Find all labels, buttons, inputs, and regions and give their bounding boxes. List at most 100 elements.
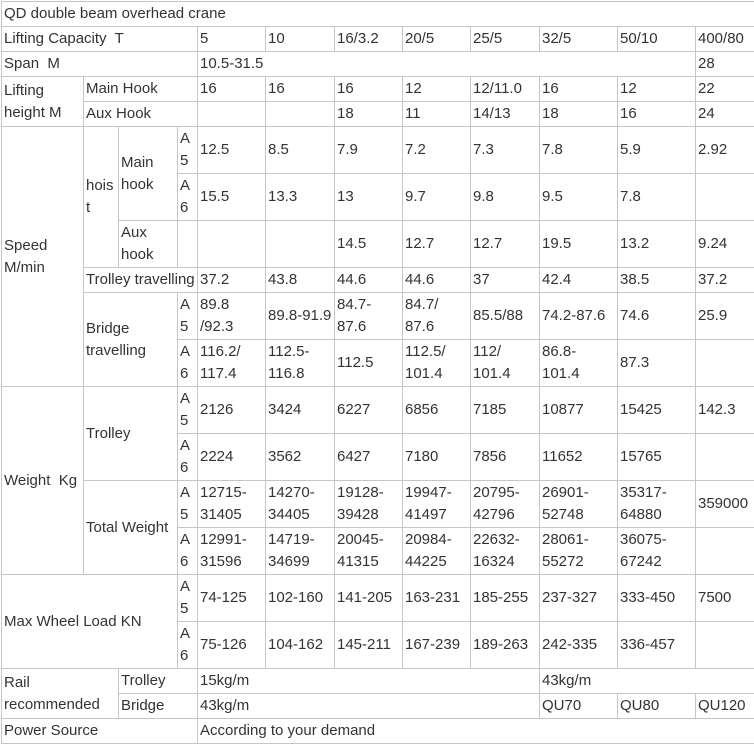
data-cell: 16 bbox=[266, 77, 335, 102]
data-cell: 10.5-31.5 bbox=[198, 52, 696, 77]
data-cell: 43kg/m bbox=[540, 669, 754, 694]
row-label-lifting-capacity: Lifting Capacity T bbox=[2, 27, 198, 52]
data-cell: 19947-41497 bbox=[403, 481, 471, 528]
data-cell: 74.2-87.6 bbox=[540, 293, 618, 340]
data-cell: 74-125 bbox=[198, 575, 266, 622]
grade-label-a5: A5 bbox=[178, 481, 198, 528]
data-cell: 15.5 bbox=[198, 174, 266, 221]
data-cell: 336-457 bbox=[618, 622, 696, 669]
row-label-total-weight: Total Weight bbox=[84, 481, 178, 575]
weight-total-a5-row: Total Weight A5 12715-31405 14270-34405 … bbox=[2, 481, 754, 528]
data-cell: 2.92 bbox=[696, 127, 754, 174]
data-cell: 141-205 bbox=[335, 575, 403, 622]
row-label-power-source: Power Source bbox=[2, 719, 198, 744]
data-cell: 7.9 bbox=[335, 127, 403, 174]
data-cell: 19128-39428 bbox=[335, 481, 403, 528]
data-cell: 8.5 bbox=[266, 127, 335, 174]
data-cell: 7.3 bbox=[471, 127, 540, 174]
data-cell: 104-162 bbox=[266, 622, 335, 669]
capacity-cell: 32/5 bbox=[540, 27, 618, 52]
data-cell: 22 bbox=[696, 77, 754, 102]
data-cell: QU120 bbox=[696, 694, 754, 719]
data-cell: 242-335 bbox=[540, 622, 618, 669]
data-cell: 7180 bbox=[403, 434, 471, 481]
data-cell: 18 bbox=[335, 102, 403, 127]
speed-bridge-a5-row: Bridge travelling A5 89.8 /92.3 89.8-91.… bbox=[2, 293, 754, 340]
max-wheel-a5-row: Max Wheel Load KN A5 74-125 102-160 141-… bbox=[2, 575, 754, 622]
data-cell: 189-263 bbox=[471, 622, 540, 669]
data-cell: 36075-67242 bbox=[618, 528, 696, 575]
row-label-max-wheel-load: Max Wheel Load KN bbox=[2, 575, 178, 669]
row-label-rail-bridge: Bridge bbox=[119, 694, 198, 719]
data-cell: 12.7 bbox=[471, 221, 540, 268]
data-cell: 35317-64880 bbox=[618, 481, 696, 528]
data-cell: 333-450 bbox=[618, 575, 696, 622]
data-cell: 75-126 bbox=[198, 622, 266, 669]
data-cell: 87.3 bbox=[618, 340, 696, 387]
data-cell: 6227 bbox=[335, 387, 403, 434]
capacity-cell: 25/5 bbox=[471, 27, 540, 52]
data-cell: 15425 bbox=[618, 387, 696, 434]
data-cell: 7.8 bbox=[540, 127, 618, 174]
data-cell: 44.6 bbox=[403, 268, 471, 293]
data-cell: 11652 bbox=[540, 434, 618, 481]
data-cell: 20795-42796 bbox=[471, 481, 540, 528]
row-label-trolley-travelling: Trolley travelling bbox=[84, 268, 198, 293]
data-cell: 16 bbox=[335, 77, 403, 102]
data-cell: 7500 bbox=[696, 575, 754, 622]
data-cell: 44.6 bbox=[335, 268, 403, 293]
data-cell: 12 bbox=[618, 77, 696, 102]
data-cell: 142.3 bbox=[696, 387, 754, 434]
grade-label-a5: A5 bbox=[178, 387, 198, 434]
data-cell: 112/ 101.4 bbox=[471, 340, 540, 387]
data-cell: 11 bbox=[403, 102, 471, 127]
row-label-main-hook: Main Hook bbox=[84, 77, 198, 102]
data-cell: 7185 bbox=[471, 387, 540, 434]
data-cell bbox=[198, 102, 266, 127]
capacity-cell: 10 bbox=[266, 27, 335, 52]
data-cell: 16 bbox=[618, 102, 696, 127]
data-cell: 2224 bbox=[198, 434, 266, 481]
data-cell: 3562 bbox=[266, 434, 335, 481]
data-cell: 9.24 bbox=[696, 221, 754, 268]
data-cell: 16 bbox=[198, 77, 266, 102]
speed-main-hook-a5-row: Speed M/min hoist Main hook A5 12.5 8.5 … bbox=[2, 127, 754, 174]
data-cell: 3424 bbox=[266, 387, 335, 434]
data-cell: 237-327 bbox=[540, 575, 618, 622]
data-cell: 116.2/ 117.4 bbox=[198, 340, 266, 387]
data-cell: 2126 bbox=[198, 387, 266, 434]
data-cell: 112.5/ 101.4 bbox=[403, 340, 471, 387]
data-cell: 112.5 bbox=[335, 340, 403, 387]
row-label-rail-trolley: Trolley bbox=[119, 669, 198, 694]
row-label-speed: Speed M/min bbox=[2, 127, 84, 387]
data-cell: 145-211 bbox=[335, 622, 403, 669]
data-cell: 84.7/ 87.6 bbox=[403, 293, 471, 340]
data-cell: 102-160 bbox=[266, 575, 335, 622]
data-cell: 43.8 bbox=[266, 268, 335, 293]
data-cell: 85.5/88 bbox=[471, 293, 540, 340]
data-cell bbox=[198, 221, 266, 268]
data-cell: 9.5 bbox=[540, 174, 618, 221]
data-cell bbox=[696, 174, 754, 221]
row-label-lifting-height: Lifting height M bbox=[2, 77, 84, 127]
data-cell: 14.5 bbox=[335, 221, 403, 268]
data-cell: 13.2 bbox=[618, 221, 696, 268]
row-label-weight: Weight Kg bbox=[2, 387, 84, 575]
capacity-cell: 20/5 bbox=[403, 27, 471, 52]
data-cell: 89.8-91.9 bbox=[266, 293, 335, 340]
capacity-cell: 16/3.2 bbox=[335, 27, 403, 52]
data-cell: 42.4 bbox=[540, 268, 618, 293]
data-cell: 25.9 bbox=[696, 293, 754, 340]
data-cell: 7.8 bbox=[618, 174, 696, 221]
grade-label-a5: A5 bbox=[178, 575, 198, 622]
row-label-speed-aux-hook: Aux hook bbox=[119, 221, 178, 268]
grade-label-a5: A5 bbox=[178, 127, 198, 174]
rail-trolley-row: Rail recommended Trolley 15kg/m 43kg/m bbox=[2, 669, 754, 694]
grade-label-a6: A6 bbox=[178, 528, 198, 575]
data-cell bbox=[266, 102, 335, 127]
data-cell: 112.5-116.8 bbox=[266, 340, 335, 387]
data-cell: 38.5 bbox=[618, 268, 696, 293]
data-cell: 74.6 bbox=[618, 293, 696, 340]
span-row: Span M 10.5-31.5 28 bbox=[2, 52, 754, 77]
